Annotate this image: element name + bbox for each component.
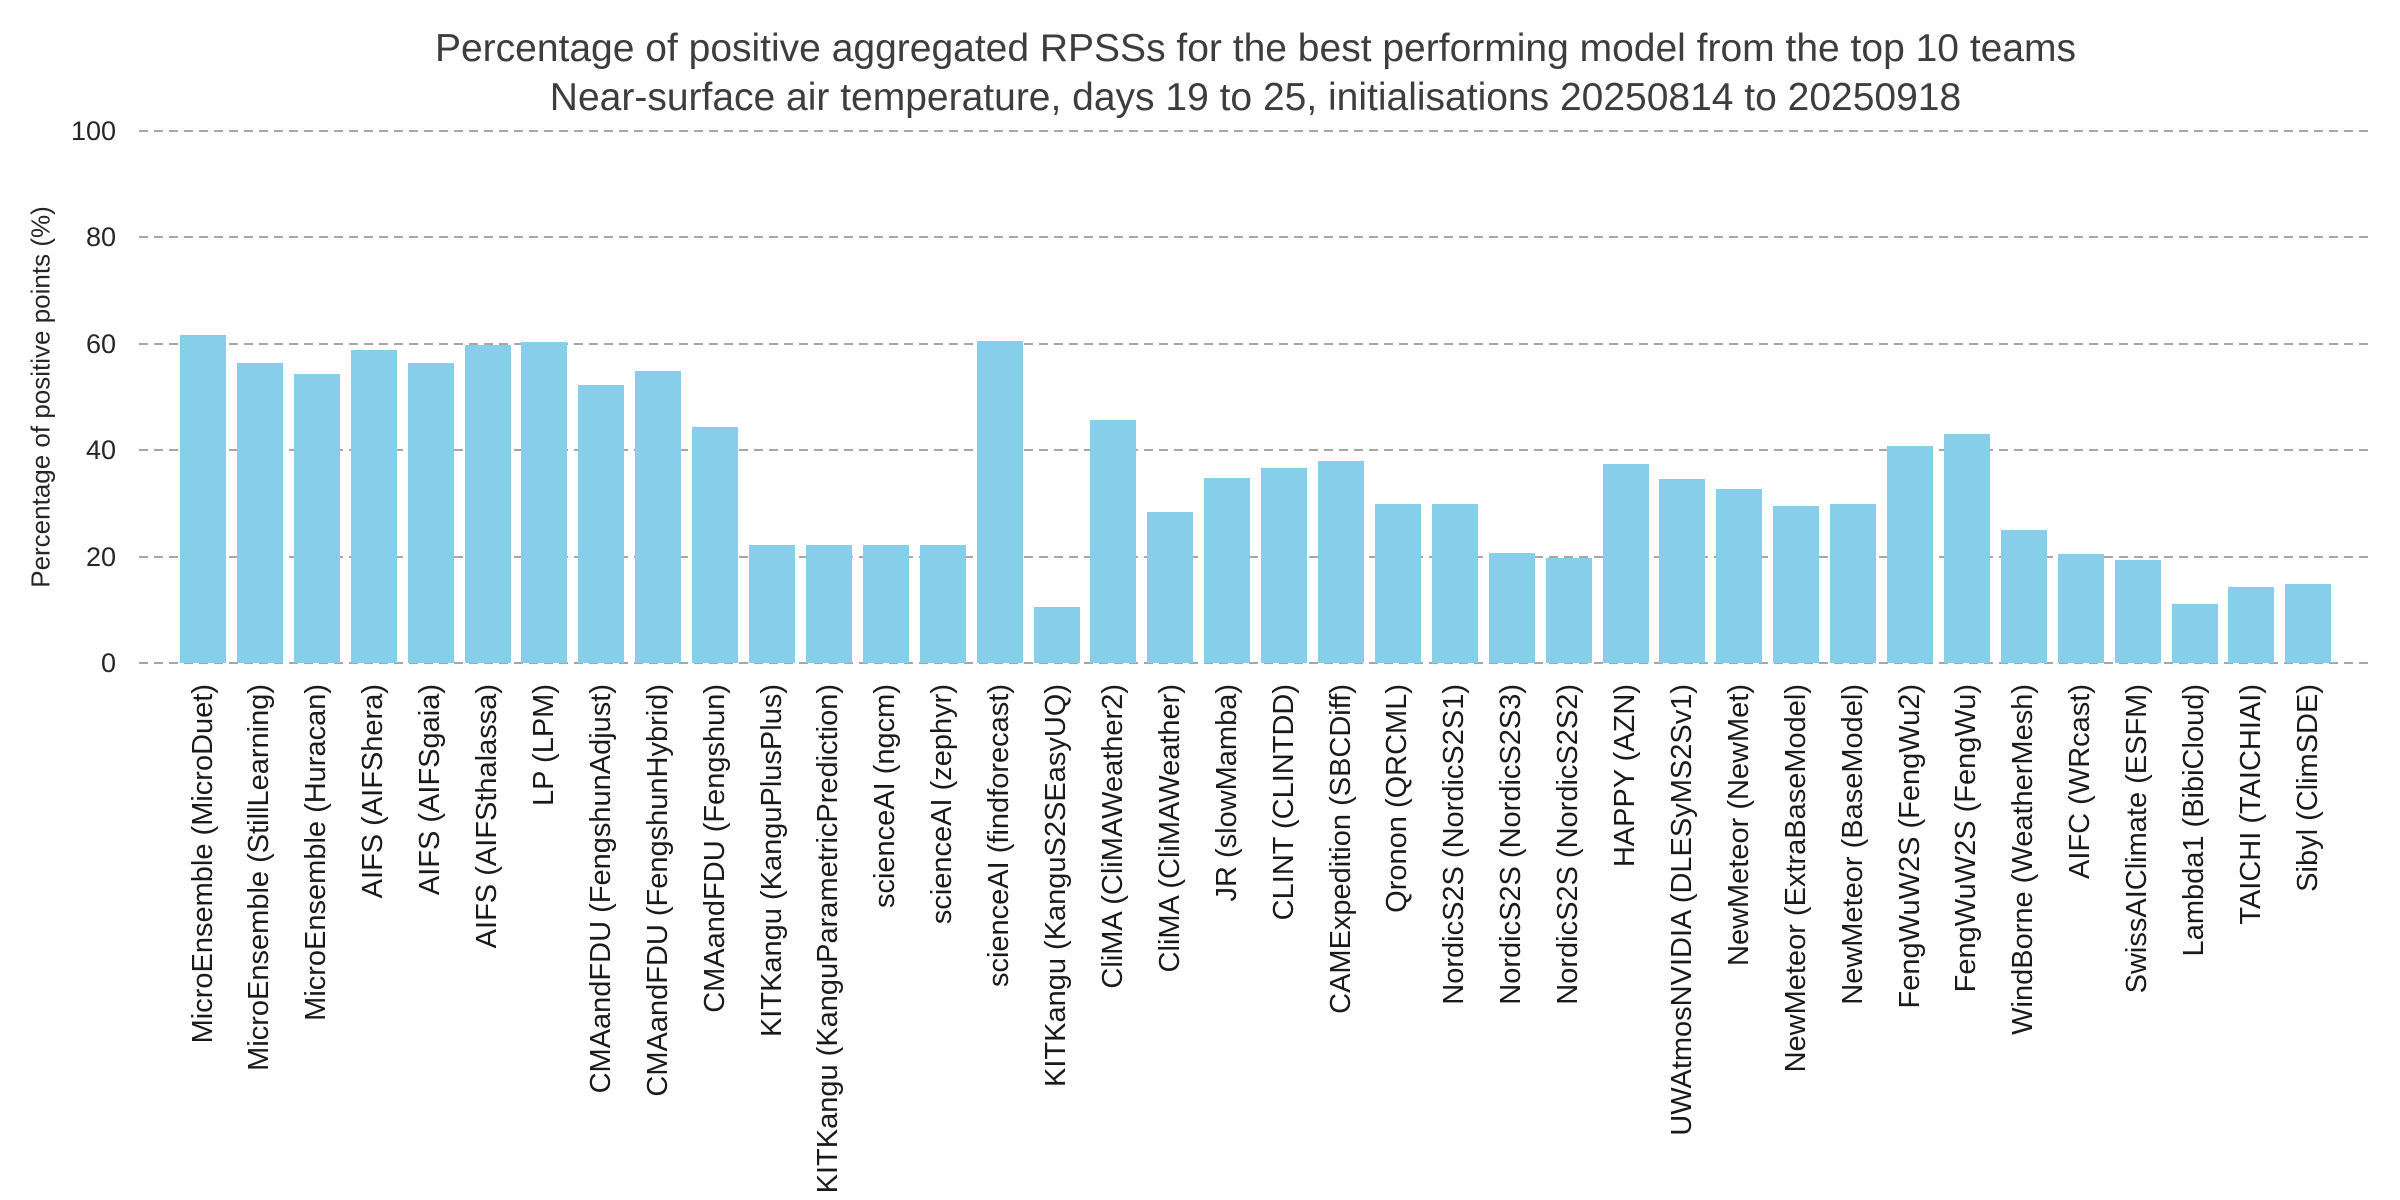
bar bbox=[976, 340, 1023, 663]
x-tick-label: AIFS (AIFSgaia) bbox=[414, 684, 447, 896]
bar bbox=[1887, 446, 1933, 663]
bar bbox=[578, 384, 625, 663]
bar bbox=[1602, 464, 1649, 663]
bar bbox=[1830, 504, 1877, 663]
x-tick-label: scienceAI (findforecast) bbox=[983, 684, 1016, 988]
chart-subtitle: Near-surface air temperature, days 19 to… bbox=[549, 76, 1962, 119]
x-tick-label: CMAandFDU (FengshunAdjust) bbox=[584, 684, 617, 1094]
bar bbox=[2114, 560, 2161, 663]
x-tick-label: HAPPY (AZN) bbox=[1609, 684, 1641, 868]
x-tick-label: UWAtmosNVIDIA (DLESyMS2Sv1) bbox=[1665, 684, 1698, 1136]
x-tick-label: scienceAI (ngcm) bbox=[869, 684, 902, 909]
bar bbox=[1204, 477, 1251, 663]
bar bbox=[1318, 461, 1364, 663]
y-tick-label: 100 bbox=[70, 116, 116, 146]
bar bbox=[407, 363, 454, 663]
bar bbox=[2000, 530, 2047, 663]
x-tick-label: CMAandFDU (Fengshun) bbox=[698, 684, 731, 1013]
y-tick-label: 80 bbox=[85, 222, 116, 253]
bar bbox=[692, 427, 739, 663]
bar bbox=[1147, 512, 1194, 663]
bar bbox=[1090, 419, 1137, 663]
bar bbox=[236, 363, 283, 663]
x-tick-label: LP (LPM) bbox=[527, 684, 560, 806]
bar bbox=[2171, 604, 2218, 663]
bar bbox=[521, 341, 568, 663]
bar bbox=[293, 373, 340, 663]
x-tick-label: CAMExpedition (SBCDiff) bbox=[1324, 684, 1357, 1014]
x-tick-label: WindBorne (WeatherMesh) bbox=[2007, 684, 2040, 1035]
x-tick-label: TAICHI (TAICHIAI) bbox=[2234, 684, 2267, 925]
gridline bbox=[139, 662, 2372, 664]
x-tick-label: CLINT (CLINTDD) bbox=[1267, 684, 1300, 921]
x-tick-label: CMAandFDU (FengshunHybrid) bbox=[641, 684, 674, 1097]
x-tick-label: KITKangu (KanguS2SEasyUQ) bbox=[1040, 684, 1072, 1087]
x-tick-label: MicroEnsemble (StillLearning) bbox=[243, 684, 276, 1071]
x-tick-label: KITKangu (KanguPlusPlus) bbox=[755, 684, 788, 1038]
bar bbox=[2285, 584, 2332, 663]
x-tick-label: FengWuW2S (FengWu) bbox=[1950, 684, 1983, 993]
x-tick-label: AIFC (WRcast) bbox=[2064, 684, 2097, 879]
gridline bbox=[139, 449, 2372, 452]
x-tick-label: JR (slowMamba) bbox=[1210, 684, 1243, 902]
x-tick-label: SwissAIClimate (ESFM) bbox=[2121, 684, 2154, 994]
x-tick-label: NewMeteor (ExtraBaseModel) bbox=[1779, 684, 1812, 1073]
bar bbox=[635, 371, 682, 663]
bar bbox=[350, 349, 397, 663]
x-tick-label: NewMeteor (NewMet) bbox=[1722, 684, 1755, 966]
x-tick-label: NordicS2S (NordicS2S3) bbox=[1495, 684, 1528, 1005]
x-tick-label: KITKangu (KanguParametricPrediction) bbox=[812, 684, 845, 1194]
x-tick-label: FengWuW2S (FengWu2) bbox=[1893, 684, 1926, 1009]
bar bbox=[180, 335, 226, 663]
chart-title: Percentage of positive aggregated RPSSs … bbox=[434, 27, 2077, 70]
bar bbox=[1261, 468, 1308, 663]
gridline bbox=[139, 555, 2372, 558]
gridline bbox=[139, 130, 2372, 132]
y-tick-label: 0 bbox=[100, 648, 116, 678]
x-tick-label: NordicS2S (NordicS2S2) bbox=[1552, 684, 1585, 1005]
bar bbox=[2057, 554, 2104, 663]
x-tick-label: MicroEnsemble (Huracan) bbox=[300, 684, 333, 1021]
x-tick-label: CliMA (CliMAWeather2) bbox=[1096, 684, 1129, 989]
x-tick-label: scienceAI (zephyr) bbox=[926, 684, 959, 925]
x-tick-label: Qronon (QRCML) bbox=[1381, 684, 1414, 913]
bar bbox=[1773, 505, 1820, 663]
y-tick-label: 20 bbox=[85, 541, 116, 572]
x-tick-label: Lambda1 (BibiCloud) bbox=[2178, 684, 2210, 957]
bar bbox=[1659, 478, 1706, 663]
bar bbox=[919, 544, 966, 663]
bar bbox=[1374, 503, 1421, 663]
bar bbox=[749, 544, 795, 663]
bar bbox=[464, 344, 511, 663]
y-tick-label: 40 bbox=[85, 435, 116, 466]
x-tick-label: NewMeteor (BaseModel) bbox=[1836, 684, 1869, 1005]
x-tick-label: AIFS (AIFShera) bbox=[357, 684, 390, 899]
bar bbox=[2228, 587, 2275, 663]
bar bbox=[1545, 557, 1592, 663]
bar bbox=[805, 544, 852, 663]
x-tick-label: CliMA (CliMAWeather) bbox=[1153, 684, 1186, 973]
bar bbox=[1488, 553, 1535, 663]
bar bbox=[862, 544, 909, 663]
bar bbox=[1431, 503, 1478, 663]
gridline bbox=[139, 342, 2372, 345]
bar bbox=[1716, 488, 1763, 663]
bar bbox=[1033, 607, 1080, 663]
x-tick-label: NordicS2S (NordicS2S1) bbox=[1438, 684, 1471, 1005]
bar bbox=[1943, 434, 1990, 663]
gridline bbox=[139, 236, 2372, 239]
plot-area: 0 20 40 60 80 100 MicroEnsemble (MicroDuet) Mic… bbox=[71, 116, 2372, 1193]
x-tick-label: AIFS (AIFSthalassa) bbox=[471, 684, 503, 949]
chart-title-block: Percentage of positive aggregated RPSSs … bbox=[139, 24, 2372, 122]
y-axis-label: Percentage of positive points (%) bbox=[25, 206, 56, 588]
x-tick-label: Sibyl (ClimSDE) bbox=[2291, 684, 2324, 892]
y-tick-label: 60 bbox=[85, 328, 116, 359]
x-tick-label: MicroEnsemble (MicroDuet) bbox=[186, 684, 219, 1044]
